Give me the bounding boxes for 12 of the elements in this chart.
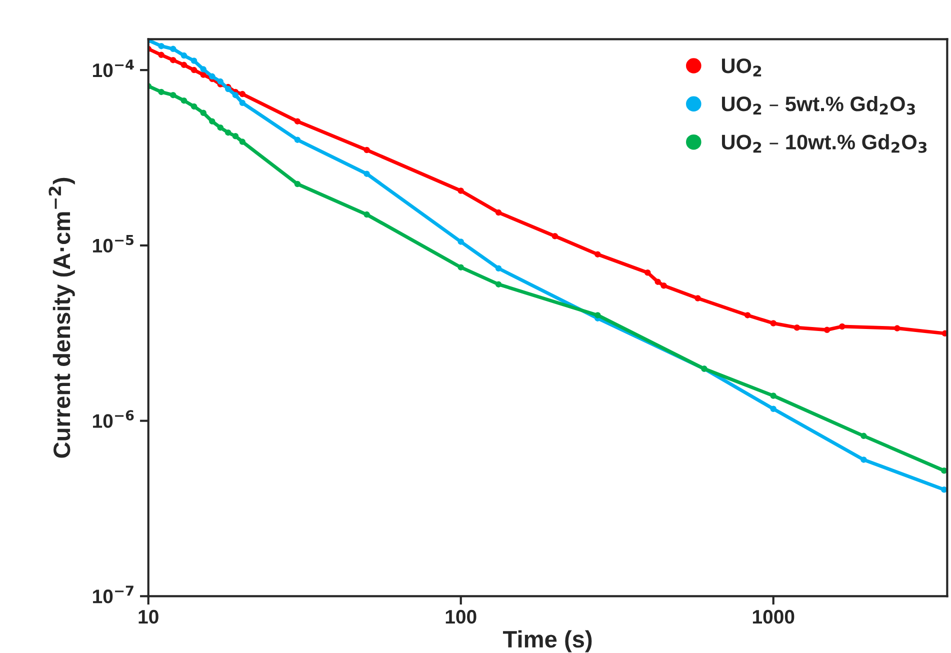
x-tick-label: 100 — [446, 610, 476, 624]
x-axis-title: Time (s) — [502, 630, 592, 652]
y-tick-label: 10$^{−6}$ — [93, 410, 134, 428]
legend-label: UO$_{2}$ – 10wt.% Gd$_{2}$O$_{3}$ — [722, 134, 927, 153]
legend-label: UO$_{2}$ – 5wt.% Gd$_{2}$O$_{3}$ — [722, 96, 915, 115]
y-tick-label: 10$^{−4}$ — [93, 60, 134, 78]
x-tick-label: 10 — [138, 610, 158, 624]
y-tick-label: 10$^{−7}$ — [93, 586, 134, 604]
legend-label: UO$_{2}$ — [722, 58, 762, 76]
y-axis-title: Current density (A·cm$^{−2}$) — [48, 178, 75, 458]
x-tick-label: 1000 — [752, 610, 794, 624]
y-tick-label: 10$^{−5}$ — [93, 234, 134, 253]
